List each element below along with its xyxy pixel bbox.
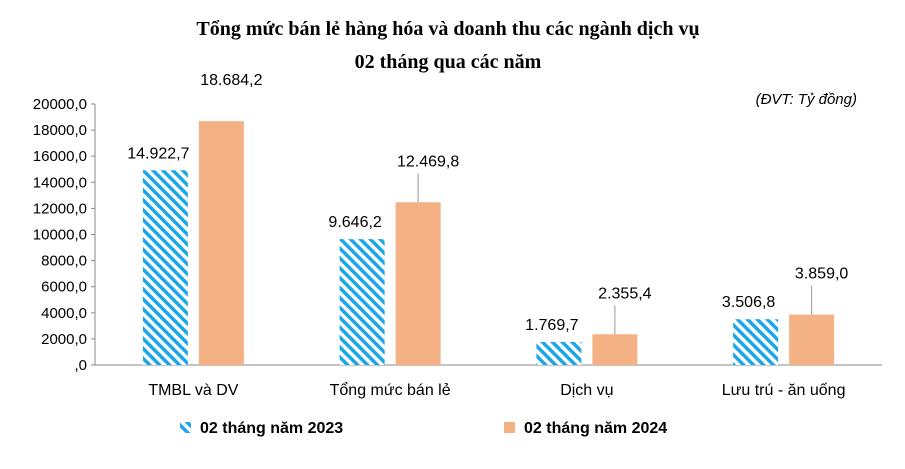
bar-2023 [536, 341, 582, 365]
y-tick-label: 4000,0 [41, 305, 87, 322]
y-tick-label: 6000,0 [41, 279, 87, 296]
data-label-2024: 12.469,8 [397, 153, 459, 170]
bar-2024 [395, 202, 441, 365]
x-category-label: Lưu trú - ăn uống [722, 382, 846, 399]
bar-2023 [733, 319, 779, 365]
data-label-2023: 3.506,8 [722, 294, 775, 311]
x-category-label: TMBL và DV [148, 382, 238, 399]
legend-swatch-2023 [180, 422, 191, 433]
x-category-label: Dịch vụ [560, 382, 613, 399]
bar-2024 [592, 334, 638, 365]
bar-2023 [142, 170, 188, 365]
data-label-2023: 9.646,2 [328, 214, 381, 231]
bar-2024 [789, 314, 835, 365]
y-tick-label: ,0 [74, 357, 87, 374]
legend-label-2023: 02 tháng năm 2023 [200, 420, 343, 437]
chart-title-line1: Tổng mức bán lẻ hàng hóa và doanh thu cá… [196, 18, 699, 40]
data-label-2024: 18.684,2 [200, 72, 262, 89]
legend-label-2024: 02 tháng năm 2024 [524, 420, 667, 437]
y-tick-label: 10000,0 [33, 227, 87, 244]
y-tick-label: 14000,0 [33, 174, 87, 191]
bar-2024 [198, 121, 244, 365]
chart-title-line2: 02 tháng qua các năm [355, 51, 542, 73]
y-tick-label: 2000,0 [41, 331, 87, 348]
data-label-2023: 1.769,7 [525, 317, 578, 334]
x-category-label: Tổng mức bán lẻ [330, 381, 451, 399]
bar-2023 [339, 239, 385, 365]
data-label-2024: 3.859,0 [795, 266, 848, 283]
unit-note: (ĐVT: Tỷ đồng) [756, 91, 857, 108]
y-tick-label: 18000,0 [33, 122, 87, 139]
legend-swatch-2024 [504, 422, 515, 433]
y-tick-label: 20000,0 [33, 96, 87, 113]
y-tick-label: 12000,0 [33, 200, 87, 217]
data-label-2024: 2.355,4 [598, 285, 651, 302]
y-tick-label: 8000,0 [41, 253, 87, 270]
data-label-2023: 14.922,7 [127, 145, 189, 162]
y-tick-label: 16000,0 [33, 148, 87, 165]
